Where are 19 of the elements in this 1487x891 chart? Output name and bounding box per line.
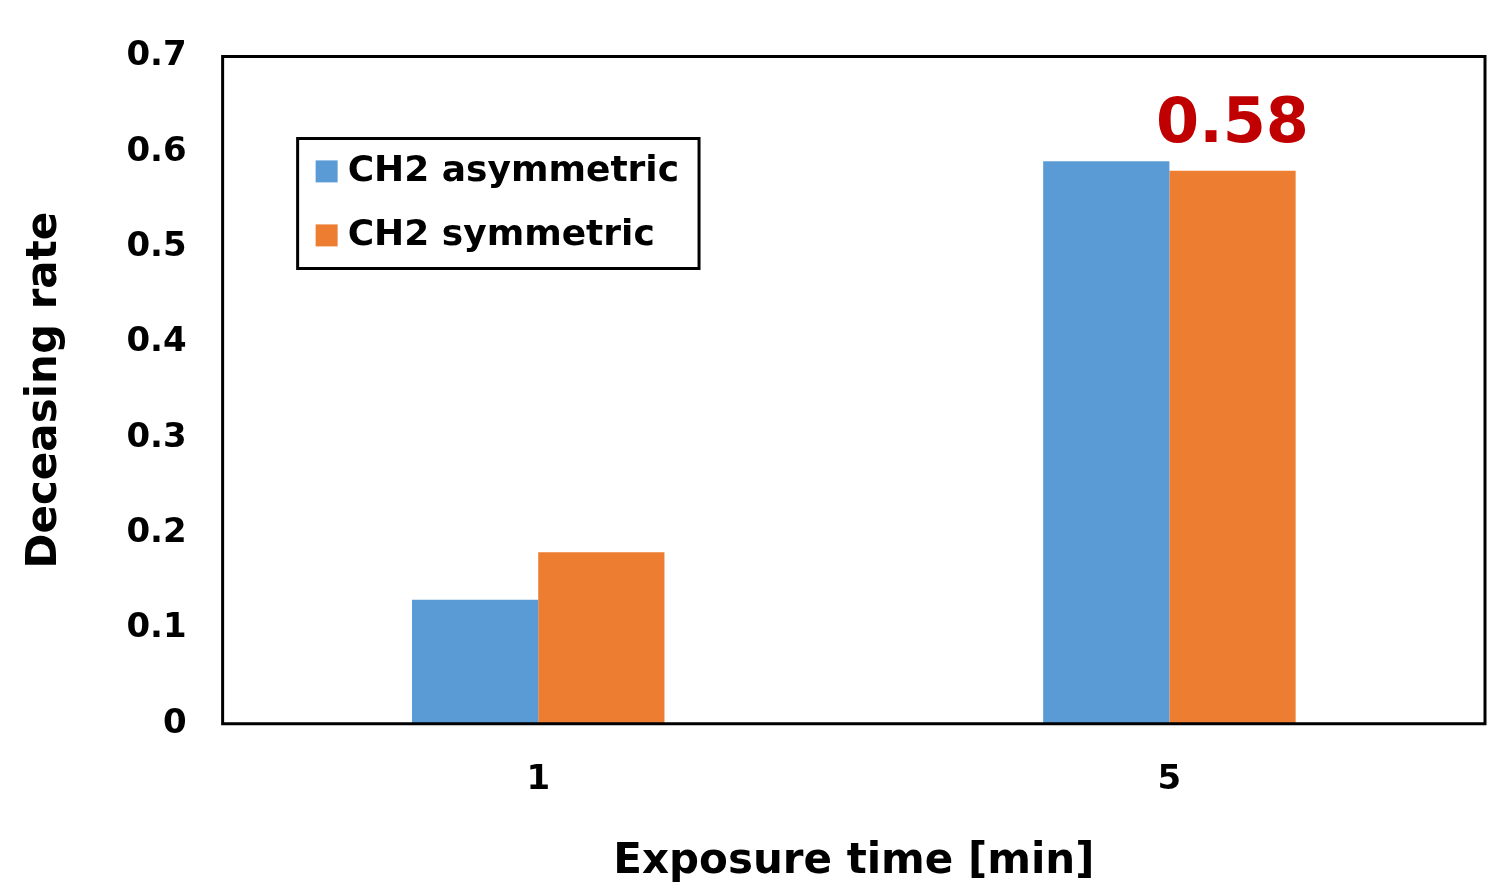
- x-tick-label: 1: [526, 757, 551, 798]
- y-tick-label: 0.2: [126, 509, 187, 550]
- y-tick-label: 0.1: [126, 605, 187, 646]
- y-tick-label: 0.3: [126, 414, 187, 455]
- legend-label: CH2 symmetric: [347, 211, 655, 253]
- legend-label: CH2 asymmetric: [347, 147, 680, 189]
- x-tick-label: 5: [1157, 757, 1182, 798]
- y-axis-title: Deceasing rate: [17, 211, 67, 569]
- y-tick-label: 0.4: [126, 319, 187, 360]
- bar: [1043, 161, 1170, 724]
- y-tick-label: 0: [162, 700, 187, 741]
- bar: [411, 599, 539, 724]
- x-axis-title: Exposure time [min]: [613, 833, 1095, 883]
- annotation: 0.58: [1156, 83, 1310, 157]
- bar: [1169, 170, 1296, 724]
- bar: [538, 552, 665, 724]
- y-tick-label: 0.6: [126, 128, 187, 169]
- y-tick-label: 0.5: [126, 223, 187, 264]
- y-tick-label: 0.7: [126, 33, 187, 74]
